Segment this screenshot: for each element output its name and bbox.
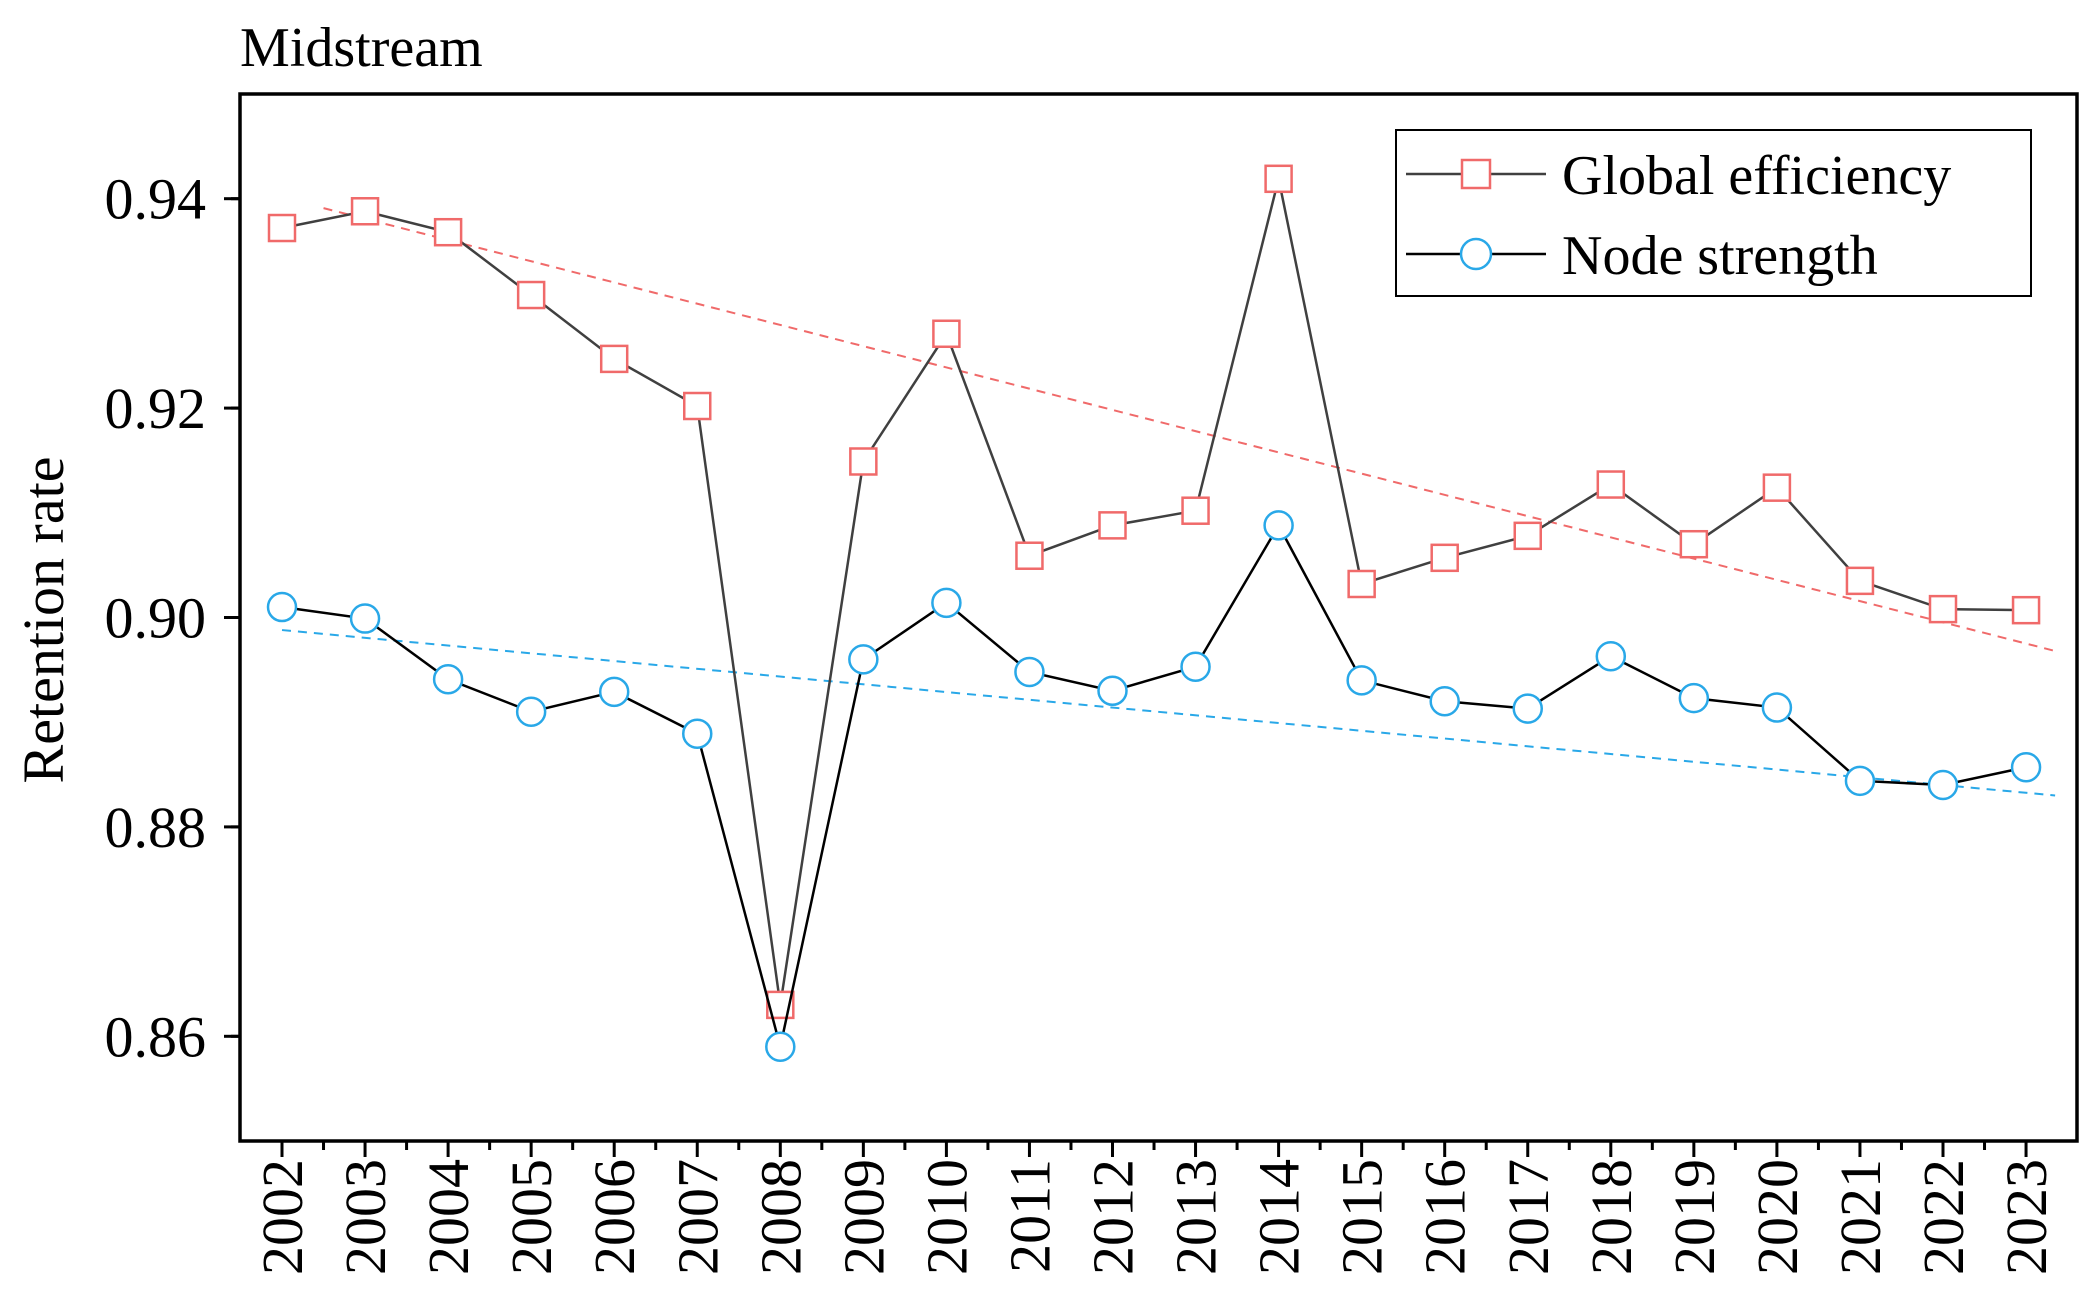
x-tick-label: 2023 xyxy=(1994,1159,2059,1275)
data-point-global-efficiency xyxy=(1430,543,1459,573)
series-layer xyxy=(266,164,2042,1063)
series-line-node-strength xyxy=(281,522,2027,1048)
x-tick-label: 2006 xyxy=(582,1159,647,1275)
data-point-node-strength xyxy=(1346,665,1377,696)
x-tick-label: 2012 xyxy=(1081,1159,1146,1275)
data-point-node-strength xyxy=(598,676,630,708)
y-tick-label: 0.86 xyxy=(105,1004,207,1069)
data-point-global-efficiency xyxy=(683,391,712,421)
axes-layer: 0.86 0.88 0.90 0.92 0.94 2002 2003 2004 2005 2006… xyxy=(105,167,2060,1275)
data-point-node-strength xyxy=(1263,510,1294,541)
x-tick-label: 2019 xyxy=(1662,1159,1727,1275)
data-point-node-strength xyxy=(848,644,879,675)
x-tick-label: 2021 xyxy=(1828,1159,1893,1275)
x-tick-label: 2013 xyxy=(1164,1159,1229,1275)
x-tick-label: 2009 xyxy=(831,1159,896,1275)
y-axis-label: Retention rate xyxy=(11,457,76,784)
legend-marker-square xyxy=(1460,158,1492,190)
x-tick-label: 2004 xyxy=(416,1159,481,1275)
data-point-global-efficiency xyxy=(932,319,961,349)
data-point-global-efficiency xyxy=(267,213,297,243)
y-tick-label: 0.88 xyxy=(105,795,207,860)
x-tick-label: 2020 xyxy=(1745,1159,1810,1275)
chart-title: Midstream xyxy=(240,17,483,79)
x-tick-label: 2016 xyxy=(1413,1159,1478,1275)
data-point-node-strength xyxy=(1512,693,1543,724)
data-point-node-strength xyxy=(1927,769,1959,801)
y-tick-label: 0.92 xyxy=(105,376,207,441)
data-point-global-efficiency xyxy=(1098,511,1127,540)
trend-line-global-efficiency xyxy=(323,207,2056,652)
data-point-node-strength xyxy=(1014,656,1045,688)
data-point-node-strength xyxy=(2010,751,2042,783)
legend-label-node-strength: Node strength xyxy=(1562,225,1878,287)
data-point-global-efficiency xyxy=(1596,470,1626,499)
data-point-global-efficiency xyxy=(433,217,463,247)
data-point-global-efficiency xyxy=(849,447,878,476)
data-point-node-strength xyxy=(1429,686,1460,717)
data-point-global-efficiency xyxy=(1513,521,1542,551)
x-tick-label: 2014 xyxy=(1247,1159,1312,1275)
x-tick-label: 2010 xyxy=(914,1159,979,1275)
data-point-global-efficiency xyxy=(1264,164,1293,194)
legend: Global efficiency Node strength xyxy=(1395,129,2032,297)
data-point-global-efficiency xyxy=(516,280,546,310)
data-point-node-strength xyxy=(1097,675,1128,707)
x-tick-label: 2022 xyxy=(1911,1159,1976,1275)
data-point-global-efficiency xyxy=(350,197,380,226)
legend-label-global-efficiency: Global efficiency xyxy=(1562,145,1951,207)
x-tick-label: 2007 xyxy=(665,1159,730,1275)
x-tick-label: 2011 xyxy=(997,1159,1062,1273)
data-point-global-efficiency xyxy=(1679,529,1709,559)
data-point-node-strength xyxy=(349,603,381,634)
x-tick-label: 2003 xyxy=(333,1159,398,1275)
data-point-node-strength xyxy=(682,718,713,749)
x-tick-label: 2008 xyxy=(748,1159,813,1275)
data-point-global-efficiency xyxy=(1181,496,1210,525)
trend-layer xyxy=(281,207,2056,797)
data-point-global-efficiency xyxy=(1928,594,1958,624)
data-point-node-strength xyxy=(1761,692,1793,723)
x-tick-label: 2002 xyxy=(250,1159,315,1275)
data-point-global-efficiency xyxy=(1015,541,1044,570)
data-point-node-strength xyxy=(432,664,464,695)
x-tick-label: 2017 xyxy=(1496,1159,1561,1275)
data-point-node-strength xyxy=(1180,651,1211,682)
legend-box xyxy=(1395,129,2032,297)
data-point-node-strength xyxy=(1678,682,1710,714)
data-point-node-strength xyxy=(765,1031,796,1063)
data-point-node-strength xyxy=(515,696,547,727)
data-point-node-strength xyxy=(1595,640,1627,672)
data-point-global-efficiency xyxy=(1762,473,1792,502)
data-point-node-strength xyxy=(266,591,298,623)
x-tick-label: 2005 xyxy=(499,1159,564,1275)
x-tick-label: 2015 xyxy=(1330,1159,1395,1275)
data-point-global-efficiency xyxy=(599,344,629,374)
series-line-global-efficiency xyxy=(281,178,2027,1006)
y-tick-label: 0.90 xyxy=(105,586,207,651)
data-point-global-efficiency xyxy=(1347,569,1376,599)
y-tick-label: 0.94 xyxy=(105,167,207,232)
data-point-global-efficiency xyxy=(2011,595,2041,625)
trend-line-node-strength xyxy=(281,629,2056,797)
data-point-node-strength xyxy=(931,587,962,619)
x-tick-label: 2018 xyxy=(1579,1159,1644,1275)
legend-marker-circle xyxy=(1459,237,1493,271)
data-point-node-strength xyxy=(1844,765,1876,797)
data-point-global-efficiency xyxy=(1845,566,1875,596)
